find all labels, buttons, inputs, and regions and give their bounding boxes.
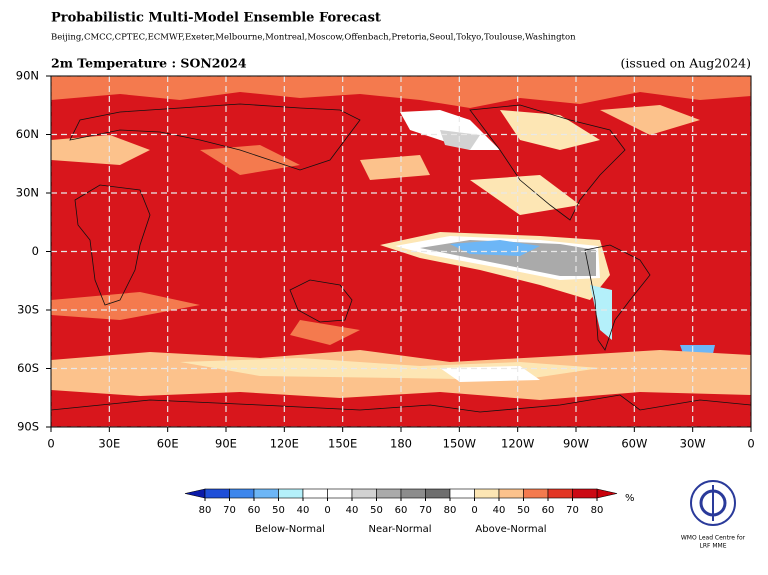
colorbar-segment	[449, 488, 475, 499]
lat-tick-label: 30S	[17, 303, 39, 317]
colorbar-tick-label: 40	[493, 505, 506, 516]
anomaly-area	[51, 135, 150, 165]
colorbar-tick-label: 60	[542, 505, 555, 516]
colorbar-segment	[474, 488, 500, 499]
anomaly-area	[600, 105, 700, 135]
coastline	[69, 103, 361, 171]
colorbar-segment	[253, 488, 279, 499]
logo-text: WMO Lead Centre for	[681, 535, 746, 542]
title: Probabilistic Multi-Model Ensemble Forec…	[51, 11, 381, 26]
colorbar-low-arrow	[184, 488, 206, 499]
lat-tick-label: 30N	[16, 186, 39, 200]
anomaly-area	[51, 292, 200, 320]
wmo-logo: WMO Lead Centre for LRF MME	[681, 480, 746, 550]
lon-tick-label: 90E	[215, 437, 237, 451]
lon-tick-label: 0	[747, 437, 754, 451]
lon-tick-label: 30W	[680, 437, 706, 451]
colorbar-tick-label: 80	[591, 505, 604, 516]
lat-tick-label: 60N	[16, 127, 39, 141]
coastline	[74, 184, 151, 306]
colorbar-segment	[204, 488, 230, 499]
anomaly-area	[200, 145, 300, 175]
colorbar-tick-label: 80	[199, 505, 212, 516]
colorbar-segment	[425, 488, 451, 499]
colorbar-tick-label: 0	[324, 505, 330, 516]
lon-tick-label: 30E	[98, 437, 120, 451]
colorbar-segment	[351, 488, 377, 499]
colorbar-segment	[400, 488, 426, 499]
colorbar-tick-label: 50	[517, 505, 530, 516]
colorbar-tick-label: 40	[346, 505, 359, 516]
colorbar-high-arrow	[596, 488, 618, 499]
map	[51, 76, 751, 427]
lon-tick-label: 90W	[563, 437, 589, 451]
anomaly-area	[470, 175, 580, 215]
colorbar-tick-label: 60	[248, 505, 261, 516]
coastline	[51, 394, 751, 413]
colorbar-unit: %	[625, 493, 635, 504]
lat-tick-label: 90N	[16, 69, 39, 83]
colorbar-group-label: Above-Normal	[475, 524, 546, 535]
colorbar-segment	[498, 488, 524, 499]
lon-tick-label: 150E	[328, 437, 357, 451]
colorbar-tick-label: 50	[272, 505, 285, 516]
logo-text: LRF MME	[699, 543, 726, 550]
lon-tick-label: 180	[390, 437, 412, 451]
colorbar-tick-label: 0	[471, 505, 477, 516]
lon-tick-label: 120E	[270, 437, 299, 451]
colorbar-tick-label: 40	[297, 505, 310, 516]
lat-tick-label: 60S	[17, 361, 39, 375]
colorbar-segment	[229, 488, 255, 499]
map-title: 2m Temperature : SON2024	[51, 56, 247, 71]
issued-date: (issued on Aug2024)	[621, 56, 751, 71]
colorbar-segment	[278, 488, 304, 499]
colorbar-tick-label: 50	[370, 505, 383, 516]
lat-tick-label: 0	[32, 244, 39, 258]
colorbar-group-label: Below-Normal	[255, 524, 325, 535]
coastline	[289, 279, 353, 323]
colorbar-segment	[547, 488, 573, 499]
colorbar-segment	[523, 488, 549, 499]
anomaly-area	[590, 285, 612, 340]
colorbar-segment	[572, 488, 598, 499]
lon-tick-label: 60W	[621, 437, 647, 451]
colorbar-tick-label: 60	[395, 505, 408, 516]
colorbar-segment	[327, 488, 353, 499]
colorbar-tick-label: 70	[419, 505, 432, 516]
colorbar-tick-label: 80	[444, 505, 457, 516]
coastline	[469, 104, 626, 221]
anomaly-area	[440, 366, 540, 382]
lon-tick-label: 60E	[157, 437, 179, 451]
contributors: Beijing,CMCC,CPTEC,ECMWF,Exeter,Melbourn…	[51, 33, 576, 43]
anomaly-area	[440, 130, 480, 150]
anomaly-area	[500, 110, 600, 150]
coastline	[584, 244, 651, 351]
colorbar-segment	[376, 488, 402, 499]
colorbar-tick-label: 70	[566, 505, 579, 516]
lon-tick-label: 0	[47, 437, 54, 451]
lat-tick-label: 90S	[17, 420, 39, 434]
colorbar-segment	[302, 488, 328, 499]
lon-tick-label: 150W	[443, 437, 476, 451]
lon-tick-label: 120W	[501, 437, 534, 451]
anomaly-area	[360, 155, 430, 180]
colorbar-group-label: Near-Normal	[368, 524, 431, 535]
colorbar-tick-label: 70	[223, 505, 236, 516]
